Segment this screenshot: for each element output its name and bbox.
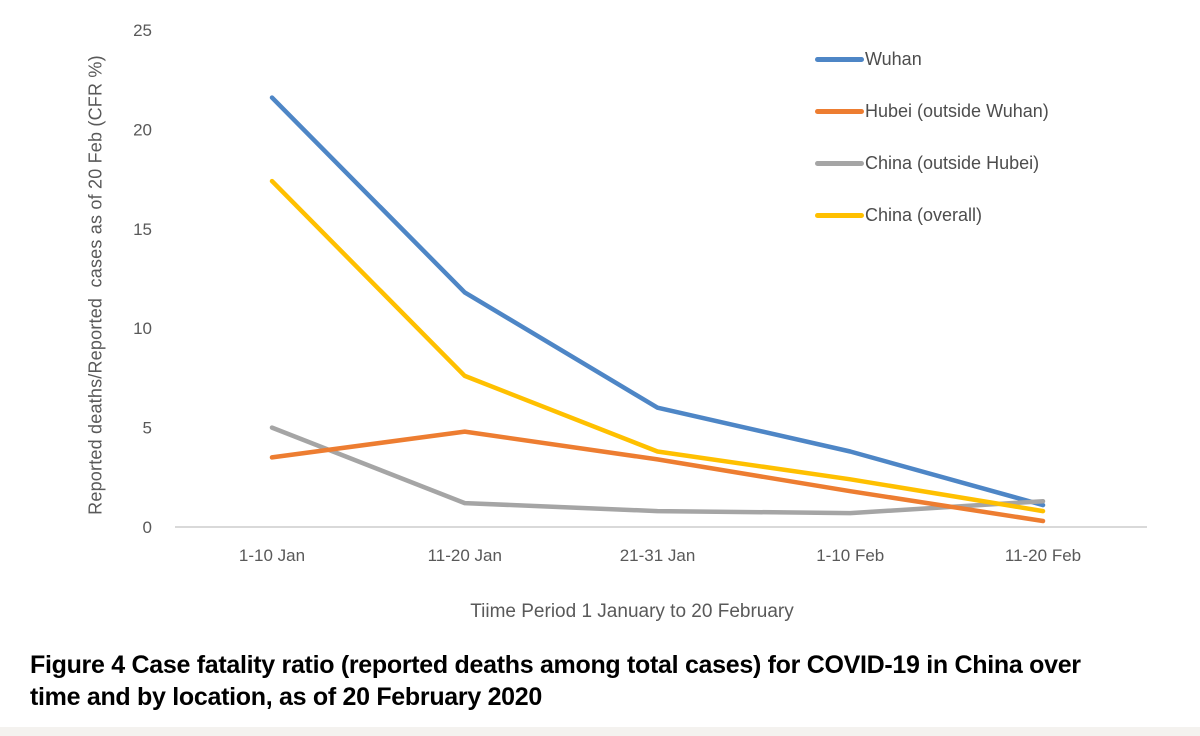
legend-item-china-overall: China (overall) [815,204,1049,226]
legend-label-china-outside-hubei: China (outside Hubei) [865,152,1040,173]
y-axis-title: Reported deaths/Reported cases as of 20 … [85,55,106,515]
series-line-hubei-outside-wuhan [269,429,1046,524]
chart-legend: Wuhan Hubei (outside Wuhan) China (outside… [815,48,1049,256]
legend-swatch-hubei-outside-wuhan [815,108,864,114]
x-axis-title: Tiime Period 1 January to 20 February [470,601,794,622]
legend-swatch-china-outside-hubei [815,160,864,166]
legend-swatch-china-overall [815,212,864,218]
legend-label-hubei-outside-wuhan: Hubei (outside Wuhan) [865,100,1049,121]
x-tick-label-1-10-jan: 1-10 Jan [239,546,305,565]
series-line-wuhan [269,95,1046,508]
figure-caption-line-1: Figure 4 Case fatality ratio (reported d… [30,651,1081,679]
figure-caption: Figure 4 Case fatality ratio (reported d… [30,649,1178,713]
legend-swatch-wuhan [815,56,864,62]
y-tick-label-5: 5 [143,419,152,438]
x-tick-label-11-20-jan: 11-20 Jan [428,546,502,565]
legend-item-china-outside-hubei: China (outside Hubei) [815,152,1049,174]
x-tick-label-11-20-feb: 11-20 Feb [1005,546,1081,565]
y-tick-label-20: 20 [133,120,152,139]
figure-caption-line-2: time and by location, as of 20 February … [30,683,542,711]
series-line-china-outside-hubei [269,425,1046,516]
y-tick-label-25: 25 [133,21,152,40]
legend-label-wuhan: Wuhan [865,48,922,69]
x-tick-label-21-31-jan: 21-31 Jan [620,546,696,565]
y-tick-label-0: 0 [143,518,152,537]
page-edge-strip [0,727,1200,736]
y-tick-label-10: 10 [133,319,152,338]
legend-item-wuhan: Wuhan [815,48,1049,70]
y-tick-label-15: 15 [133,220,152,239]
series-line-china-overall [269,178,1046,514]
legend-item-hubei-outside-wuhan: Hubei (outside Wuhan) [815,100,1049,122]
x-tick-label-1-10-feb: 1-10 Feb [816,546,884,565]
legend-label-china-overall: China (overall) [865,204,983,225]
cfr-line-chart: 0 5 10 15 20 25 1-10 Jan 11-20 Jan 21-31 Jan 1-10… [133,21,1147,565]
plot-area: 0 5 10 15 20 25 1-10 Jan 11-20 Jan 21-31 Jan 1-10… [133,21,1147,565]
